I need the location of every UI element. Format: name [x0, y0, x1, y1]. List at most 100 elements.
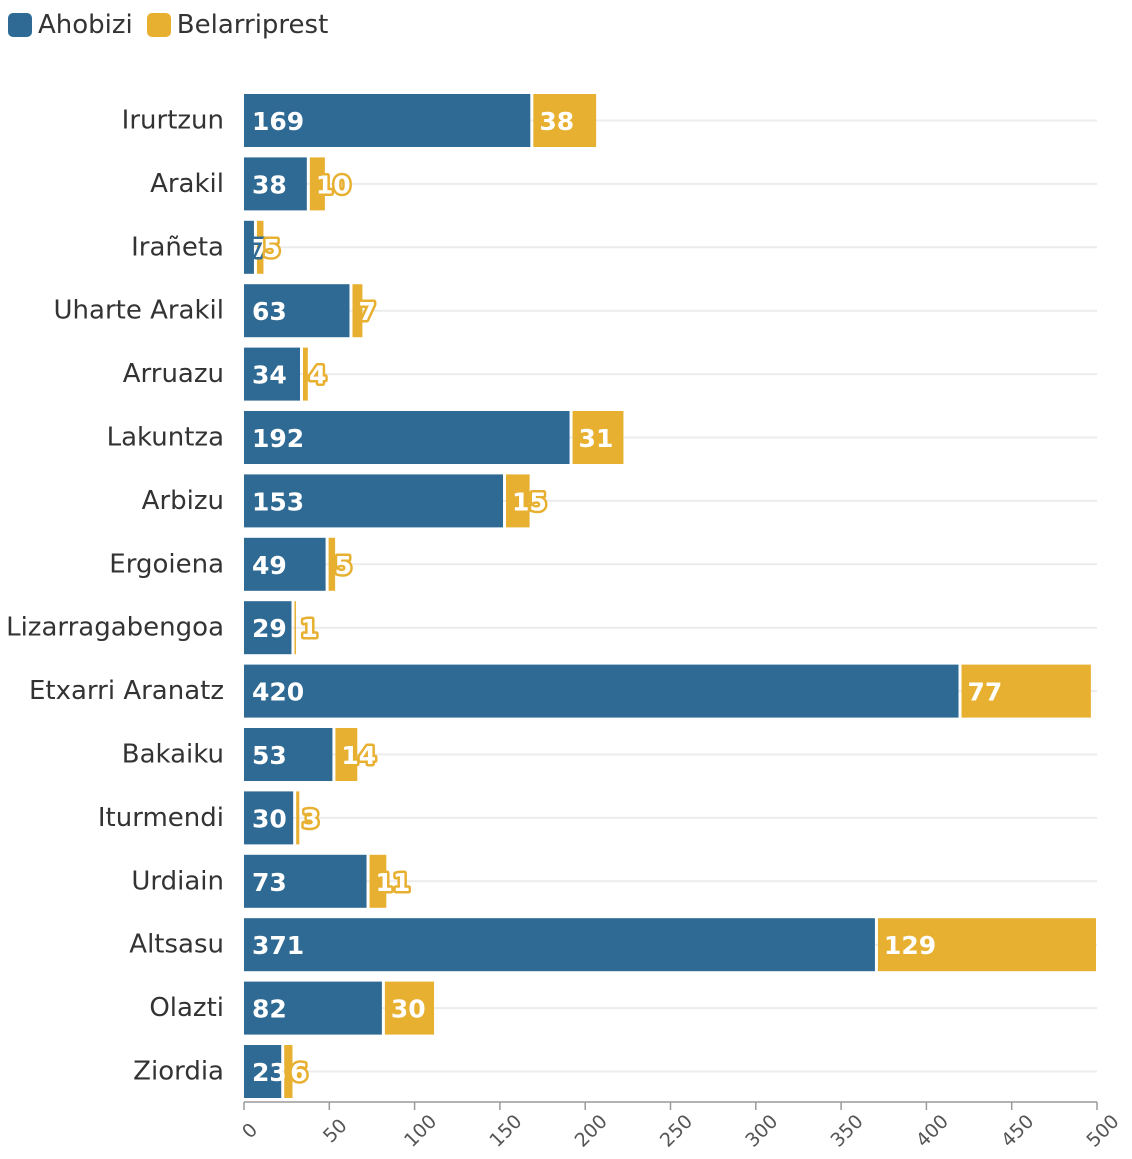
category-label-etxarri-aranatz: Etxarri Aranatz [29, 676, 224, 706]
bar-belarriprest-arakil [309, 157, 325, 211]
data-label-ahobizi-bakaiku: 53 [252, 741, 287, 770]
category-label-lakuntza: Lakuntza [107, 423, 224, 453]
data-label-ahobizi-ziordia: 23 [252, 1058, 287, 1087]
bar-ahobizi-arbizu [244, 474, 504, 528]
category-label-iturmendi: Iturmendi [98, 803, 224, 833]
x-tick-label-50: 50 [319, 1115, 352, 1148]
category-label-arakil: Arakil [150, 169, 224, 199]
bar-ahobizi-olazti [244, 981, 382, 1035]
x-axis: 0 50 100 150 200 250 300 350 400 450 500 [238, 1101, 1124, 1152]
bar-ahobizi-lakuntza [244, 411, 570, 464]
category-labels: Irurtzun Arakil Irañeta Uharte Arakil Arruaz… [6, 106, 224, 1087]
data-label-belarriprest-irurtzun: 38 [539, 107, 574, 136]
data-label-ahobizi-iraneta: 7 [252, 234, 269, 263]
bar-ahobizi-iturmendi [244, 791, 294, 845]
category-label-iraneta: Irañeta [131, 232, 224, 262]
category-label-ergoiena: Ergoiena [109, 549, 224, 579]
bar-belarriprest-iturmendi [296, 791, 300, 845]
bar-belarriprest-irurtzun [533, 94, 597, 147]
data-label-belarriprest-etxarri-aranatz: 77 [968, 678, 1003, 707]
data-label-ahobizi-etxarri-aranatz: 420 [252, 678, 304, 707]
data-label-ahobizi-urdiain: 73 [252, 868, 287, 897]
category-label-urdiain: Urdiain [131, 866, 224, 896]
data-label-belarriprest-iturmendi: 3 [302, 804, 319, 833]
data-label-belarriprest-bakaiku: 14 [341, 741, 376, 770]
bar-belarriprest-etxarri-aranatz [961, 664, 1091, 718]
category-label-olazti: Olazti [149, 993, 224, 1023]
bar-belarriprest-lizarragabengoa [294, 601, 296, 655]
data-label-ahobizi-ergoiena: 49 [252, 551, 287, 580]
data-label-belarriprest-urdiain: 11 [376, 868, 411, 897]
bar-belarriprest-altsasu [877, 918, 1096, 972]
bars [244, 94, 1096, 1098]
category-label-irurtzun: Irurtzun [122, 106, 224, 136]
data-label-ahobizi-altsasu: 371 [252, 931, 304, 960]
category-label-uharte-arakil: Uharte Arakil [54, 296, 225, 326]
x-tick-label-150: 150 [485, 1110, 526, 1151]
category-label-altsasu: Altsasu [129, 930, 224, 960]
bar-belarriprest-uharte-arakil [352, 284, 363, 338]
data-label-belarriprest-arruazu: 4 [309, 361, 326, 390]
bar-belarriprest-arbizu [506, 474, 530, 528]
data-label-belarriprest-ziordia: 6 [290, 1058, 307, 1087]
data-label-belarriprest-altsasu: 129 [884, 931, 936, 960]
bar-ahobizi-urdiain [244, 854, 367, 908]
category-label-bakaiku: Bakaiku [122, 740, 224, 770]
legend-label-ahobizi: Ahobizi [38, 10, 133, 40]
category-label-ziordia: Ziordia [133, 1057, 224, 1087]
bar-ahobizi-ziordia [244, 1045, 282, 1098]
bar-belarriprest-ziordia [284, 1045, 293, 1098]
category-label-lizarragabengoa: Lizarragabengoa [6, 613, 224, 643]
data-label-ahobizi-irurtzun: 169 [252, 107, 304, 136]
data-label-belarriprest-lakuntza: 31 [579, 424, 614, 453]
legend-item-ahobizi: Ahobizi [8, 10, 133, 40]
bar-belarriprest-urdiain [369, 854, 387, 908]
bar-ahobizi-bakaiku [244, 728, 333, 781]
data-label-ahobizi-arbizu: 153 [252, 487, 304, 516]
x-tick-label-0: 0 [238, 1119, 262, 1143]
x-tick-label-500: 500 [1082, 1110, 1123, 1151]
x-tick-label-450: 450 [997, 1110, 1038, 1151]
data-label-ahobizi-arruazu: 34 [252, 361, 287, 390]
bar-ahobizi-lizarragabengoa [244, 601, 292, 655]
data-label-belarriprest-uharte-arakil: 7 [358, 297, 375, 326]
bar-ahobizi-etxarri-aranatz [244, 664, 959, 718]
bar-belarriprest-bakaiku [335, 728, 358, 781]
bar-belarriprest-arruazu [303, 347, 308, 401]
data-label-belarriprest-iraneta: 5 [263, 234, 280, 263]
data-label-ahobizi-iturmendi: 30 [252, 804, 287, 833]
legend-swatch-belarriprest [146, 13, 171, 37]
bar-ahobizi-iraneta [244, 220, 254, 274]
x-tick-label-250: 250 [656, 1110, 697, 1151]
data-label-belarriprest-ergoiena: 5 [335, 551, 352, 580]
legend-swatch-ahobizi [8, 13, 32, 37]
bar-ahobizi-irurtzun [244, 94, 531, 147]
data-label-ahobizi-lizarragabengoa: 29 [252, 614, 287, 643]
data-label-ahobizi-lakuntza: 192 [252, 424, 304, 453]
bar-belarriprest-ergoiena [328, 537, 336, 591]
legend-label-belarriprest: Belarriprest [176, 10, 329, 40]
data-label-belarriprest-olazti: 30 [391, 995, 426, 1024]
x-tick-label-400: 400 [912, 1110, 953, 1151]
bar-belarriprest-olazti [384, 981, 435, 1035]
data-label-ahobizi-olazti: 82 [252, 995, 287, 1024]
data-label-ahobizi-arakil: 38 [252, 170, 287, 199]
data-label-ahobizi-uharte-arakil: 63 [252, 297, 287, 326]
bar-ahobizi-arakil [244, 157, 307, 211]
x-tick-label-100: 100 [400, 1110, 441, 1151]
x-tick-label-300: 300 [741, 1110, 782, 1151]
bar-belarriprest-iraneta [256, 220, 264, 274]
data-label-belarriprest-arbizu: 15 [512, 487, 547, 516]
bar-ahobizi-altsasu [244, 918, 875, 972]
legend-item-belarriprest: Belarriprest [146, 10, 329, 40]
data-label-belarriprest-arakil: 10 [316, 170, 351, 199]
legend: Ahobizi Belarriprest [8, 8, 328, 42]
bar-belarriprest-lakuntza [572, 411, 624, 464]
category-label-arruazu: Arruazu [123, 359, 224, 389]
x-tick-label-350: 350 [826, 1110, 867, 1151]
bar-ahobizi-ergoiena [244, 537, 326, 591]
bar-ahobizi-uharte-arakil [244, 284, 350, 338]
category-label-arbizu: Arbizu [142, 486, 224, 516]
